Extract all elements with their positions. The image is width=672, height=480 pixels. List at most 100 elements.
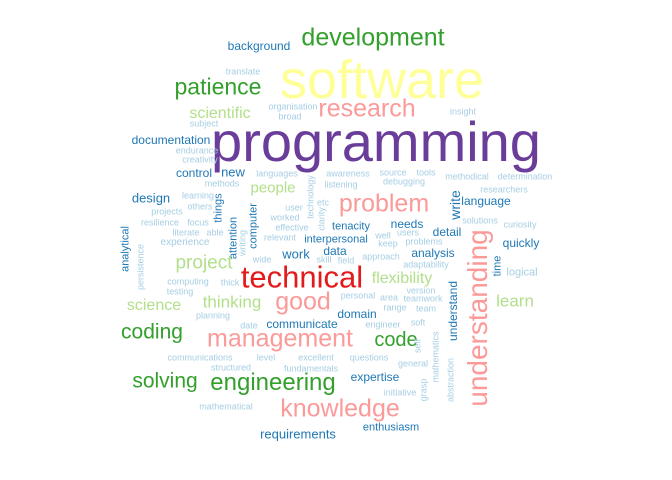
word: insight	[449, 106, 477, 117]
word: understand	[446, 280, 460, 342]
word: grasp	[418, 378, 429, 402]
word: problem	[338, 189, 430, 218]
word: writing	[237, 229, 248, 257]
word: coding	[121, 320, 183, 344]
word: data	[323, 244, 347, 258]
word: engineering	[210, 369, 336, 396]
word: experience	[160, 237, 210, 248]
word: new	[221, 164, 245, 180]
word: detail	[432, 225, 462, 239]
word: subject	[189, 118, 219, 129]
word: engineer	[365, 319, 401, 330]
word: language	[461, 194, 511, 208]
word: fundamentals	[283, 363, 339, 374]
word: translate	[225, 66, 261, 77]
word: questions	[349, 352, 389, 363]
word: communicate	[266, 317, 338, 331]
word: self	[412, 338, 423, 354]
word: abstraction	[445, 357, 456, 403]
word: solving	[132, 369, 198, 393]
word: computing	[167, 276, 209, 287]
word: tools	[416, 167, 436, 178]
word: date	[240, 320, 258, 331]
word: users	[396, 227, 420, 238]
word: programming	[211, 110, 541, 173]
word: area	[379, 292, 399, 303]
word: requirements	[260, 426, 336, 442]
word: technology	[305, 175, 316, 219]
word: worked	[270, 212, 300, 223]
word: documentation	[131, 133, 211, 147]
word: scientific	[189, 105, 251, 122]
word: soft	[410, 317, 426, 328]
word: design	[131, 190, 171, 206]
word: personal	[340, 290, 376, 301]
word: communications	[167, 352, 233, 363]
word: learning	[181, 190, 215, 201]
word: teamwork	[403, 293, 443, 304]
word: interpersonal	[304, 233, 368, 246]
word: knowledge	[280, 394, 400, 423]
word: approach	[362, 251, 400, 262]
word: planning	[195, 310, 231, 321]
word: creativity	[182, 154, 218, 165]
word: excellent	[298, 352, 334, 363]
word: persistence	[135, 243, 146, 291]
word: researchers	[480, 184, 528, 195]
word: range	[383, 302, 407, 313]
word: etc	[316, 197, 330, 208]
word: control	[175, 166, 213, 180]
word: research	[318, 94, 416, 123]
word: user	[285, 202, 303, 213]
word: relevant	[263, 232, 297, 243]
word: level	[256, 352, 276, 363]
word: methods	[204, 178, 240, 189]
word: curiosity	[503, 219, 537, 230]
word: initiative	[383, 387, 417, 398]
word: mathematical	[199, 401, 253, 412]
word: focus	[187, 217, 209, 228]
word: project	[175, 252, 233, 274]
word: development	[301, 23, 445, 52]
word: skill	[316, 254, 332, 265]
word: mathematics	[430, 331, 441, 383]
word: time	[491, 255, 504, 277]
word: patience	[174, 73, 262, 100]
word: software	[279, 50, 485, 110]
word: version	[406, 285, 436, 296]
word: background	[227, 39, 291, 53]
word: enthusiasm	[362, 421, 420, 434]
word: tenacity	[332, 220, 370, 233]
word: understanding	[462, 229, 493, 407]
word: effective	[275, 222, 309, 233]
word: structured	[210, 362, 252, 373]
word: determination	[497, 171, 553, 182]
word: flexibility	[371, 270, 433, 287]
word: learn	[496, 291, 534, 311]
word: wide	[252, 254, 272, 265]
word: clarity	[316, 207, 327, 231]
word: thinking	[202, 292, 262, 312]
word: general	[397, 358, 429, 369]
word: testing	[166, 286, 194, 297]
word: keep	[378, 238, 398, 249]
word: needs	[390, 217, 424, 231]
word: quickly	[502, 236, 540, 250]
word: adaptability	[403, 259, 449, 270]
word: problems	[405, 236, 443, 247]
word: analytical	[119, 226, 132, 272]
word: awareness	[326, 168, 370, 179]
word: listening	[324, 179, 358, 190]
word: solutions	[462, 215, 498, 226]
word: methodical	[445, 171, 489, 182]
word: languages	[256, 168, 298, 179]
word: projects	[151, 206, 183, 217]
word: computer	[247, 203, 260, 249]
word: broad	[278, 111, 302, 122]
word: good	[275, 287, 331, 316]
word: write	[447, 190, 463, 220]
word: domain	[337, 307, 377, 321]
word: science	[126, 297, 182, 314]
word: team	[415, 303, 437, 314]
